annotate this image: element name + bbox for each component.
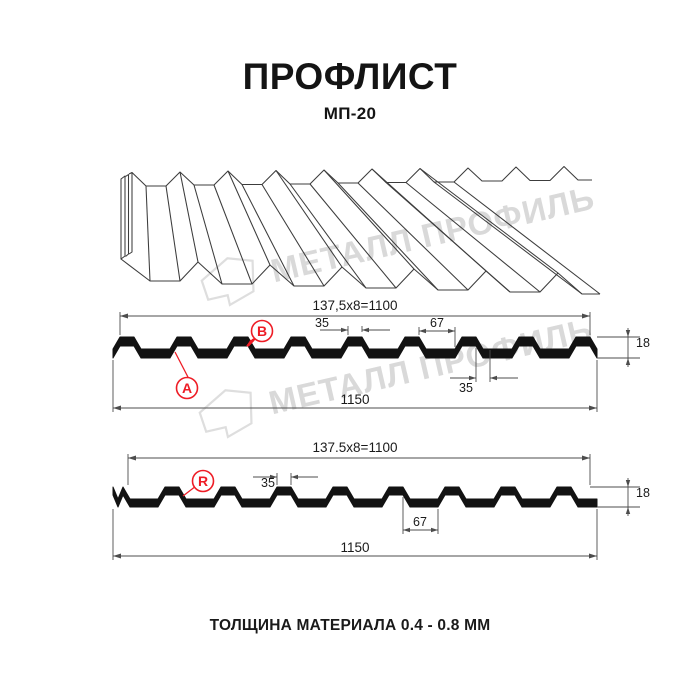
rib-line (433, 181, 583, 295)
dim-label-rib-bottom: 35 (459, 381, 473, 395)
dim-label-valley: 67 (413, 515, 427, 529)
rib-line (323, 169, 415, 270)
marker-a-label: A (182, 380, 192, 396)
rib-line (227, 170, 271, 266)
rib-line (357, 182, 469, 291)
dim-label-rib-top: 35 (315, 316, 329, 330)
sheet-top-edge (131, 165, 592, 187)
material-thickness-note: ТОЛЩИНА МАТЕРИАЛА 0.4 - 0.8 ММ (209, 617, 491, 634)
dim-label-valley: 67 (430, 316, 444, 330)
marker-a: A (174, 351, 199, 400)
rib-line (213, 184, 253, 285)
page-title: ПРОФЛИСТ (242, 56, 458, 97)
sheet-edge-cap (120, 175, 126, 260)
dimension-arrows (113, 455, 631, 559)
marker-b: B (246, 319, 274, 347)
dim-label-top: 137.5x8=1100 (313, 440, 398, 455)
rib-line (289, 183, 367, 289)
marker-r-label: R (198, 473, 208, 489)
dim-label-height: 18 (636, 336, 650, 350)
rib-line (165, 185, 181, 282)
sheet-edge-cap-2 (125, 173, 130, 257)
marker-b-label: B (257, 323, 267, 339)
dim-label-height: 18 (636, 486, 650, 500)
dim-label-rib-top: 35 (261, 476, 275, 490)
dim-label-top: 137,5x8=1100 (313, 298, 398, 313)
page-subtitle: МП-20 (323, 104, 377, 123)
rib-line (419, 168, 559, 274)
rib-line (193, 184, 223, 285)
dimension-arrows (113, 313, 631, 411)
sheet-edge-cap-3 (128, 171, 133, 255)
profile-outline (112, 486, 598, 508)
dim-label-bottom: 1150 (340, 540, 369, 555)
rib-line (261, 184, 325, 287)
rib-line (179, 171, 199, 263)
dim-label-bottom: 1150 (340, 392, 369, 407)
rib-line (337, 182, 439, 291)
marker-r: R (182, 469, 215, 497)
rib-line (385, 182, 511, 293)
rib-line (145, 185, 151, 282)
rib-line (241, 184, 295, 287)
rib-line (275, 170, 343, 268)
rib-line (453, 181, 601, 295)
rib-line (405, 182, 541, 293)
rib-line (309, 183, 397, 289)
